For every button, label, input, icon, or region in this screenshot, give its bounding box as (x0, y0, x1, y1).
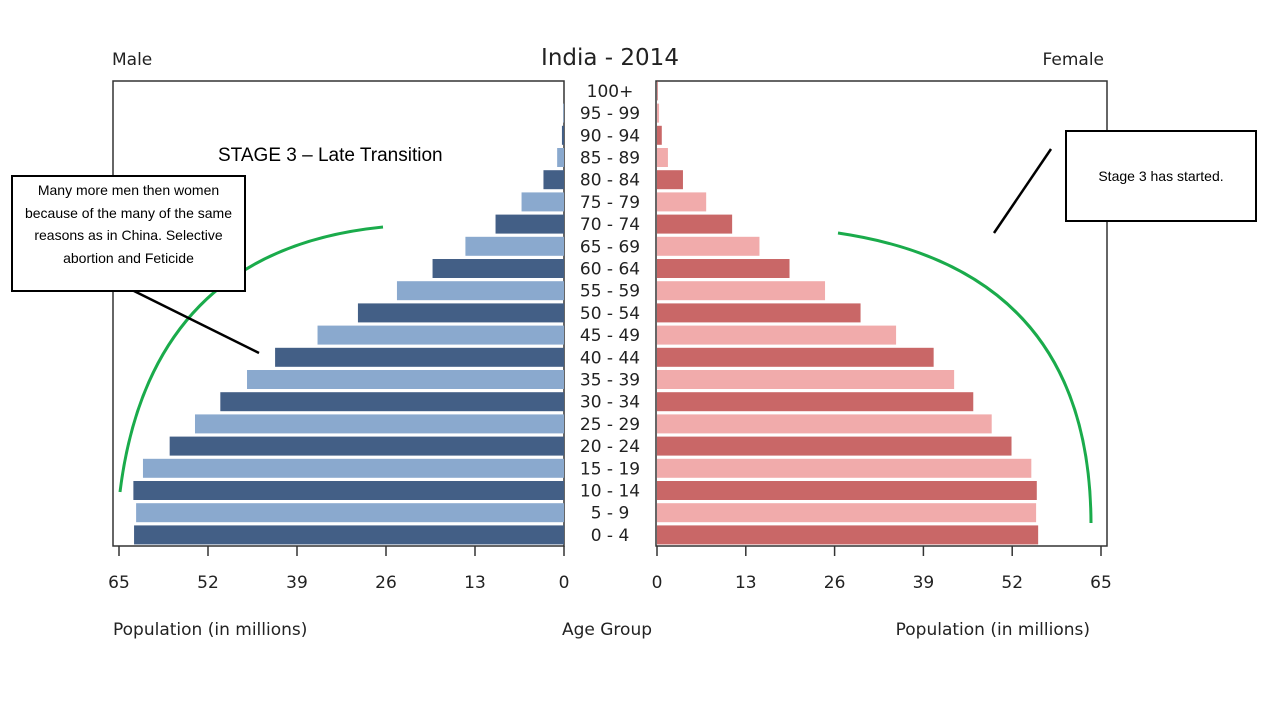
age-group-label: 60 - 64 (580, 260, 640, 280)
age-group-label: 65 - 69 (580, 237, 640, 257)
stage-title: STAGE 3 – Late Transition (218, 145, 443, 166)
female-axis-label: Population (in millions) (896, 620, 1090, 640)
male-tick-label: 52 (197, 573, 219, 593)
female-label: Female (1043, 50, 1104, 70)
right-callout-pointer (992, 148, 1053, 234)
male-bar (561, 125, 564, 145)
female-bar (657, 236, 760, 256)
female-bar (657, 214, 733, 234)
male-bar (557, 148, 564, 167)
age-group-label: 55 - 59 (580, 282, 640, 302)
male-green-arc (118, 225, 384, 493)
male-bars (133, 81, 565, 545)
age-group-label: 80 - 84 (580, 171, 640, 191)
male-bar (396, 281, 564, 301)
female-plot-frame (655, 80, 1108, 547)
female-tick-label: 65 (1090, 573, 1112, 593)
male-axis-label: Population (in millions) (113, 620, 307, 640)
age-group-label: 70 - 74 (580, 215, 640, 235)
age-group-label: 85 - 89 (580, 149, 640, 169)
female-bar (657, 370, 955, 389)
left-callout-pointer (131, 288, 260, 355)
male-bar (247, 370, 564, 389)
chart-title: India - 2014 (541, 45, 679, 71)
female-axis-ticks: 0 13 26 39 52 65 (652, 546, 1112, 593)
male-bar (563, 103, 564, 123)
female-bar (657, 414, 992, 434)
left-callout-box: Many more men then women because of the … (11, 175, 246, 292)
male-bar (169, 436, 564, 456)
male-tick-label: 39 (286, 573, 308, 593)
male-bar (275, 347, 564, 367)
male-bar (194, 414, 564, 434)
female-bar (657, 170, 683, 190)
age-group-axis-label: Age Group (562, 620, 652, 640)
female-green-arc (837, 231, 1093, 524)
male-bar (543, 170, 564, 190)
female-bar (657, 481, 1037, 500)
male-bar (317, 325, 564, 345)
male-axis-ticks: 65 52 39 26 13 0 (108, 546, 569, 593)
age-group-label: 90 - 94 (580, 126, 640, 146)
age-group-label: 25 - 29 (580, 415, 640, 435)
male-bar (357, 303, 564, 323)
age-group-label: 30 - 34 (580, 393, 640, 413)
age-group-label: 35 - 39 (580, 371, 640, 391)
female-bar (657, 125, 662, 145)
right-callout-box: Stage 3 has started. (1065, 130, 1257, 222)
male-bar (432, 259, 564, 278)
female-bar (657, 192, 707, 212)
age-group-label: 45 - 49 (580, 326, 640, 346)
age-group-label: 5 - 9 (591, 504, 630, 524)
female-bar (657, 103, 660, 123)
male-bar (465, 236, 564, 256)
female-bar (657, 259, 790, 278)
female-bar (657, 525, 1039, 545)
male-bar (495, 214, 564, 234)
female-bars (657, 81, 1039, 545)
female-bar (657, 281, 826, 301)
age-group-label: 95 - 99 (580, 104, 640, 124)
age-group-label: 15 - 19 (580, 459, 640, 479)
female-tick-label: 52 (1001, 573, 1023, 593)
age-group-label: 0 - 4 (591, 526, 630, 546)
female-tick-label: 0 (652, 573, 663, 593)
female-bar (657, 392, 974, 412)
male-bar (521, 192, 564, 212)
male-bar (136, 503, 564, 523)
female-bar (657, 148, 668, 167)
male-tick-label: 26 (375, 573, 397, 593)
male-tick-label: 65 (108, 573, 130, 593)
female-bar (657, 436, 1012, 456)
age-group-label: 40 - 44 (580, 348, 640, 368)
female-tick-label: 39 (913, 573, 935, 593)
male-tick-label: 13 (464, 573, 486, 593)
male-label: Male (112, 50, 152, 70)
female-bar (657, 81, 658, 101)
male-bar (220, 392, 565, 412)
age-group-label: 75 - 79 (580, 193, 640, 213)
female-tick-label: 26 (824, 573, 846, 593)
age-group-label: 20 - 24 (580, 437, 640, 457)
female-bar (657, 347, 934, 367)
male-tick-label: 0 (559, 573, 570, 593)
female-bar (657, 458, 1032, 478)
female-tick-label: 13 (735, 573, 757, 593)
male-bar (142, 458, 564, 478)
female-bar (657, 503, 1037, 523)
age-group-label: 50 - 54 (580, 304, 640, 324)
female-bar (657, 303, 861, 323)
age-group-label: 100+ (587, 82, 634, 102)
age-group-label: 10 - 14 (580, 482, 640, 502)
male-bar (134, 525, 565, 545)
male-bar (133, 481, 564, 500)
female-bar (657, 325, 897, 345)
